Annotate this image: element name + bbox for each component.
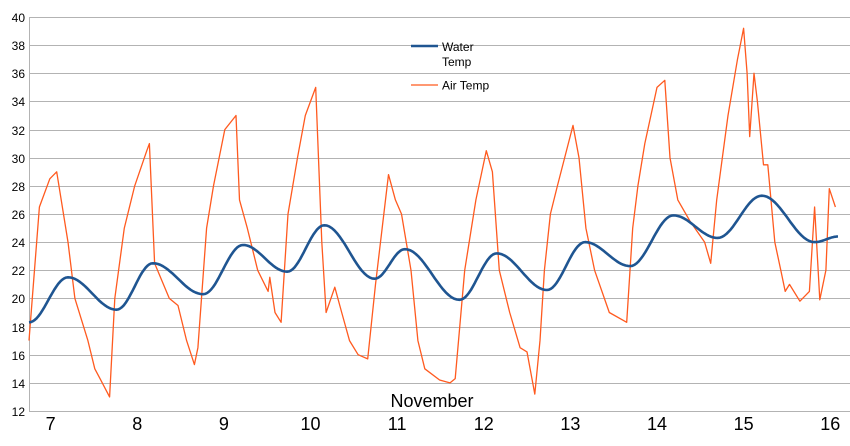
legend-label-water-temp: Temp xyxy=(442,55,472,69)
x-tick-label: 12 xyxy=(474,414,494,434)
series-lines xyxy=(28,27,839,398)
x-tick-label: 11 xyxy=(388,414,407,434)
y-tick-label: 40 xyxy=(12,11,26,25)
legend-label-air-temp: Air Temp xyxy=(442,79,489,93)
y-tick-label: 12 xyxy=(12,405,26,419)
y-tick-label: 18 xyxy=(12,321,26,335)
y-tick-label: 24 xyxy=(12,236,26,250)
y-tick-label: 22 xyxy=(12,264,26,278)
gridlines xyxy=(29,17,850,412)
x-tick-label: 7 xyxy=(46,414,56,434)
y-tick-label: 28 xyxy=(12,180,26,194)
series-line-water-temp xyxy=(28,194,839,324)
y-tick-label: 26 xyxy=(12,208,26,222)
x-tick-label: 9 xyxy=(219,414,229,434)
y-tick-label: 30 xyxy=(12,152,26,166)
x-axis-label: November xyxy=(390,391,473,411)
x-tick-label: 8 xyxy=(132,414,142,434)
x-axis-tick-labels: 7 8 9 10 11 12 13 14 15 16 xyxy=(46,414,841,434)
x-tick-label: 10 xyxy=(300,414,320,434)
legend-label-water-temp: Water xyxy=(442,40,474,54)
y-tick-label: 16 xyxy=(12,349,26,363)
x-tick-label: 15 xyxy=(734,414,754,434)
y-axis-tick-labels: 12 14 16 18 20 22 24 26 28 30 32 34 36 38 40 xyxy=(12,11,26,419)
y-tick-label: 36 xyxy=(12,67,26,81)
x-tick-label: 13 xyxy=(560,414,580,434)
y-tick-label: 38 xyxy=(12,39,26,53)
y-tick-label: 32 xyxy=(12,124,26,138)
x-tick-label: 14 xyxy=(647,414,667,434)
y-tick-label: 20 xyxy=(12,292,26,306)
y-tick-label: 14 xyxy=(12,377,26,391)
x-tick-label: 16 xyxy=(820,414,840,434)
series-line-air-temp xyxy=(28,27,837,398)
y-tick-label: 34 xyxy=(12,95,26,109)
